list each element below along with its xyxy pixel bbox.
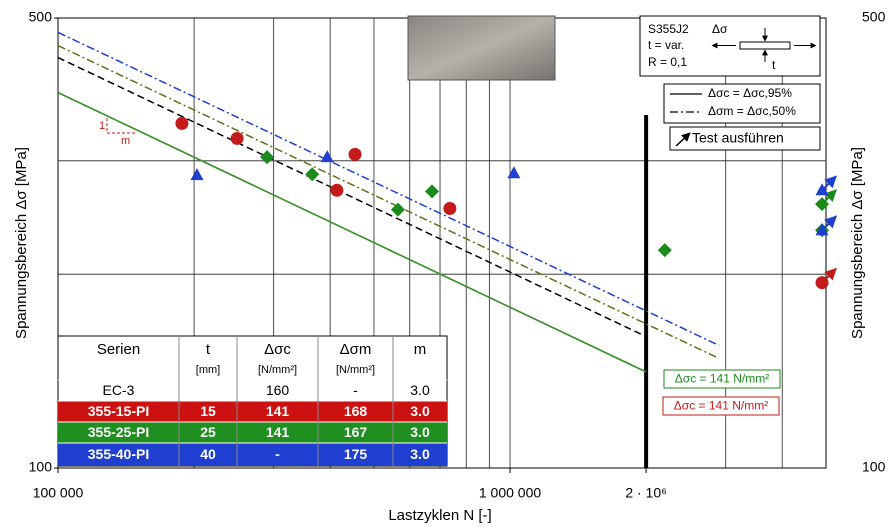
table-cell: 168	[344, 403, 368, 419]
y-tick-label-right: 100	[862, 459, 886, 475]
test-button[interactable]: Test ausführen	[670, 127, 820, 150]
x-tick-label: 100 000	[33, 485, 84, 501]
annotation: Δσc = 141 N/mm²	[675, 372, 769, 386]
table-cell: 355-15-PI	[88, 403, 149, 419]
y-tick-label-right: 500	[862, 9, 886, 25]
table-cell: 355-40-PI	[88, 446, 149, 462]
page: {"chart_data": { "type": "scatter", "xla…	[0, 0, 889, 529]
table-header: Δσm	[340, 341, 372, 358]
table-cell: 3.0	[410, 446, 430, 462]
ratio: R = 0,1	[648, 55, 687, 69]
table-cell: 3.0	[410, 382, 430, 398]
chart: 100 000 1 000 000 2 · 10⁶ 100 100 500 500 1 m Δσ…	[0, 0, 889, 529]
slope-run: m	[121, 135, 130, 147]
specimen-photo	[408, 16, 555, 80]
table-header: Serien	[97, 341, 140, 358]
table-cell: 15	[200, 403, 216, 419]
table-cell: 167	[344, 424, 368, 440]
table-header: [mm]	[196, 364, 220, 376]
data-point	[175, 117, 188, 130]
table-cell: -	[275, 446, 280, 462]
table-cell: 40	[200, 446, 216, 462]
data-point	[349, 148, 362, 161]
legend-label: Δσc = Δσc,95%	[708, 86, 792, 100]
x-axis-title: Lastzyklen N [-]	[388, 507, 491, 524]
table-header: [N/mm²]	[258, 364, 297, 376]
y-tick-label: 500	[29, 9, 53, 25]
annotation: Δσc = 141 N/mm²	[674, 399, 768, 413]
table-header: m	[414, 341, 427, 358]
y-axis-title-right: Spannungsbereich Δσ [MPa]	[849, 147, 866, 339]
y-tick-label: 100	[29, 459, 53, 475]
table-header: Δσc	[264, 341, 291, 358]
legend-label: Δσm = Δσc,50%	[708, 104, 796, 118]
table-cell: 160	[266, 382, 290, 398]
thickness: t = var.	[648, 38, 684, 52]
button-label[interactable]: Test ausführen	[692, 130, 784, 146]
data-point	[443, 202, 456, 215]
table-cell: 141	[266, 403, 290, 419]
table-header: [N/mm²]	[336, 364, 375, 376]
table-cell: 355-25-PI	[88, 424, 149, 440]
table-cell: EC-3	[103, 382, 135, 398]
table-cell: 175	[344, 446, 368, 462]
table-cell: -	[353, 382, 358, 398]
specimen-box: S355J2 Δσ t = var. R = 0,1 t	[640, 16, 820, 76]
y-axis-title: Spannungsbereich Δσ [MPa]	[13, 147, 30, 339]
data-point	[231, 132, 244, 145]
plate	[740, 42, 790, 49]
table-cell: 141	[266, 424, 290, 440]
table-cell: 25	[200, 424, 216, 440]
table-cell: 3.0	[410, 403, 430, 419]
x-tick-label: 1 000 000	[479, 485, 541, 501]
load: Δσ	[712, 22, 728, 36]
x-tick-label: 2 · 10⁶	[625, 485, 667, 501]
steel: S355J2	[648, 22, 689, 36]
slope-rise: 1	[99, 120, 105, 132]
table-cell: 3.0	[410, 424, 430, 440]
data-point	[330, 184, 343, 197]
legend: Δσc = Δσc,95% Δσm = Δσc,50%	[664, 84, 820, 123]
